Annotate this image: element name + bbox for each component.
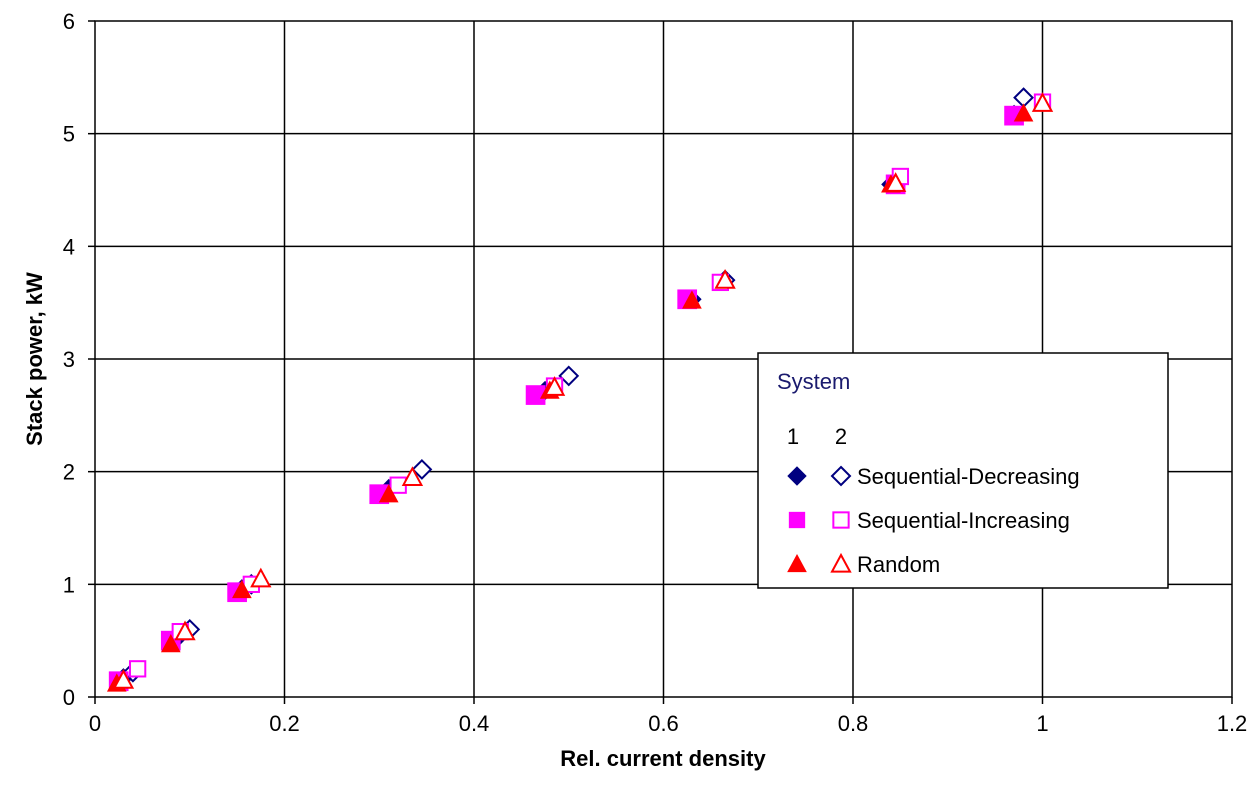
legend-marker-diamond-filled bbox=[787, 466, 807, 486]
axes bbox=[88, 20, 1233, 704]
legend-column-system-2: 2 bbox=[835, 424, 847, 449]
data-point bbox=[411, 458, 433, 480]
x-tick-label: 1.2 bbox=[1217, 711, 1248, 736]
data-point bbox=[128, 660, 147, 678]
data-point bbox=[250, 567, 272, 588]
legend-box bbox=[757, 352, 1169, 589]
tick-labels: 0 0.2 0.4 0.6 0.8 1 1.2 0 1 2 3 4 5 6 bbox=[63, 9, 1248, 736]
y-tick-label: 1 bbox=[63, 572, 75, 597]
data-point bbox=[543, 376, 566, 396]
y-axis-title: Stack power, kW bbox=[22, 272, 47, 446]
data-point bbox=[112, 668, 135, 689]
data-point bbox=[378, 484, 399, 503]
legend-label-sequential-decreasing: Sequential-Decreasing bbox=[857, 464, 1080, 489]
data-point bbox=[558, 365, 580, 387]
plot-border bbox=[94, 20, 1233, 698]
legend-marker-square-open bbox=[832, 511, 850, 529]
x-tick-label: 0.4 bbox=[459, 711, 490, 736]
legend-marker-triangle-open bbox=[830, 552, 852, 573]
data-point bbox=[1013, 103, 1034, 122]
legend-column-system-1: 1 bbox=[787, 424, 799, 449]
data-point bbox=[160, 633, 181, 653]
data-point bbox=[174, 620, 196, 641]
y-tick-label: 6 bbox=[63, 9, 75, 34]
x-tick-label: 0.2 bbox=[269, 711, 300, 736]
legend-title: System bbox=[777, 369, 850, 394]
y-tick-label: 0 bbox=[63, 685, 75, 710]
legend-markers bbox=[787, 465, 852, 573]
legend-marker-diamond-open bbox=[830, 465, 852, 487]
legend-marker-square-filled bbox=[788, 511, 806, 529]
data-point bbox=[714, 269, 736, 289]
data-point bbox=[1031, 92, 1054, 112]
y-tick-label: 3 bbox=[63, 347, 75, 372]
x-tick-label: 1 bbox=[1036, 711, 1048, 736]
data-point bbox=[884, 172, 907, 192]
data-points bbox=[106, 87, 1054, 692]
data-point bbox=[682, 290, 702, 309]
legend-marker-triangle-filled bbox=[787, 553, 807, 573]
y-tick-label: 2 bbox=[63, 460, 75, 485]
y-tick-label: 4 bbox=[63, 234, 75, 259]
x-axis-title: Rel. current density bbox=[560, 746, 766, 771]
series-triangle-open bbox=[112, 92, 1054, 689]
x-tick-label: 0.6 bbox=[648, 711, 679, 736]
x-tick-label: 0.8 bbox=[838, 711, 869, 736]
y-tick-label: 5 bbox=[63, 122, 75, 147]
legend-label-random: Random bbox=[857, 552, 940, 577]
x-tick-label: 0 bbox=[89, 711, 101, 736]
data-point bbox=[232, 579, 252, 599]
legend: System 1 2 Sequential-Decreasing Sequent… bbox=[757, 352, 1169, 589]
legend-label-sequential-increasing: Sequential-Increasing bbox=[857, 508, 1070, 533]
data-point bbox=[401, 466, 424, 486]
